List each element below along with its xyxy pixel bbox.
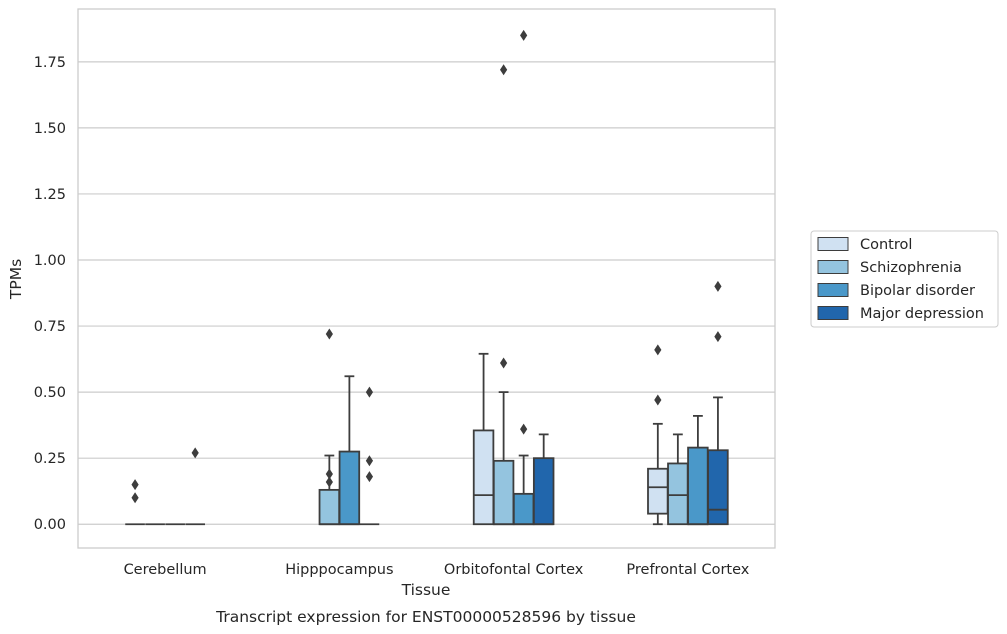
outlier-point <box>365 455 374 467</box>
y-tick-label: 1.00 <box>34 253 66 269</box>
outlier-point <box>191 447 199 459</box>
outlier-point <box>325 328 333 340</box>
outliers <box>131 29 722 504</box>
outlier-point <box>365 386 374 398</box>
legend-label: Major depression <box>860 306 984 322</box>
box-iqr <box>532 457 555 526</box>
outlier-point <box>714 280 722 292</box>
y-tick-labels: 0.00 0.25 0.50 0.75 1.00 1.25 1.50 1.75 <box>34 55 66 533</box>
box-iqr <box>318 488 341 526</box>
outlier-point <box>131 479 139 491</box>
box-schizophrenia <box>318 454 341 526</box>
plot-frame <box>77 8 776 549</box>
y-tick-label: 1.75 <box>34 55 66 71</box>
box-bipolar-disorder <box>512 454 535 526</box>
x-tick-label: Prefrontal Cortex <box>626 562 749 578</box>
legend-swatch <box>817 306 849 320</box>
box-bipolar-disorder <box>338 375 361 526</box>
box-iqr <box>338 450 361 526</box>
y-tick-label: 1.25 <box>34 187 66 203</box>
box-bipolar-disorder <box>687 414 709 526</box>
x-tick-label: Orbitofontal Cortex <box>444 562 584 578</box>
x-tick-labels: Cerebellum Hipppocampus Orbitofontal Corte… <box>124 562 750 578</box>
outlier-point <box>500 357 508 369</box>
outlier-point <box>131 492 139 504</box>
box-iqr <box>687 446 709 526</box>
box-iqr <box>667 462 689 526</box>
legend-label: Control <box>860 237 912 253</box>
box-schizophrenia <box>492 391 515 526</box>
legend-label: Bipolar disorder <box>860 283 975 299</box>
legend-label: Schizophrenia <box>860 260 962 276</box>
outlier-point <box>365 471 374 483</box>
box-iqr <box>647 467 669 515</box>
y-tick-label: 0.25 <box>34 451 66 467</box>
box-control <box>472 352 495 526</box>
x-tick-label: Cerebellum <box>124 562 207 578</box>
legend-swatch <box>817 283 849 297</box>
box-major-depression <box>532 433 555 526</box>
box-schizophrenia <box>667 433 689 526</box>
outlier-point <box>325 468 333 480</box>
outlier-point <box>500 64 508 76</box>
legend-swatch <box>817 260 849 274</box>
y-tick-label: 1.50 <box>34 121 66 137</box>
outlier-point <box>654 394 662 406</box>
y-tick-label: 0.75 <box>34 319 66 335</box>
x-tick-label: Hipppocampus <box>285 562 393 578</box>
boxes <box>125 352 729 526</box>
box-control <box>647 422 669 526</box>
outlier-point <box>714 331 722 343</box>
legend: Control Schizophrenia Bipolar disorder Majo… <box>810 230 999 328</box>
y-tick-label: 0.50 <box>34 385 66 401</box>
box-iqr <box>492 459 515 526</box>
y-axis-title: TPMs <box>7 259 25 300</box>
outlier-point <box>654 344 662 356</box>
y-tick-label: 0.00 <box>34 517 66 533</box>
box-major-depression <box>707 396 729 526</box>
outlier-point <box>325 476 333 488</box>
box-iqr <box>472 429 495 526</box>
grid-lines <box>78 61 775 525</box>
legend-swatch <box>817 237 849 251</box>
chart-caption: Transcript expression for ENST0000052859… <box>215 608 636 626</box>
box-iqr <box>512 492 535 526</box>
legend-frame <box>810 230 999 328</box>
outlier-point <box>520 29 528 41</box>
x-axis-title: Tissue <box>401 581 451 599</box>
box-iqr <box>707 449 729 526</box>
outlier-point <box>520 423 528 435</box>
